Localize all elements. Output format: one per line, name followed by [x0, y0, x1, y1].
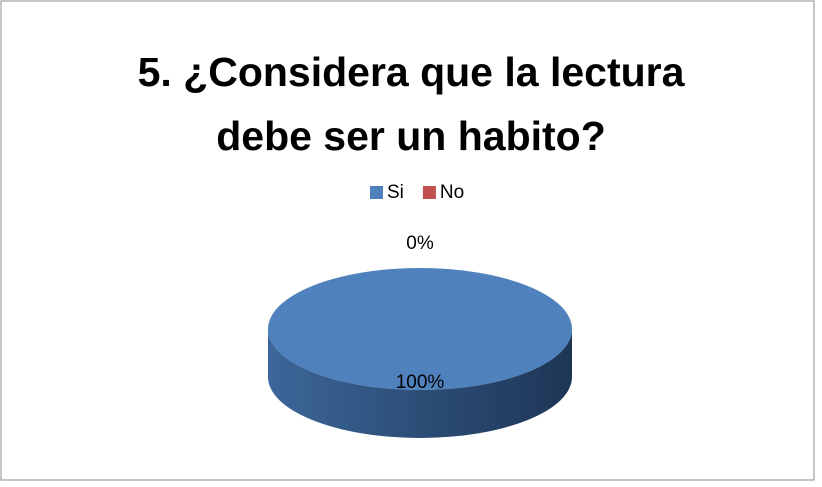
pie-slice: [268, 268, 572, 390]
legend-swatch: [370, 186, 383, 199]
data-label: 100%: [396, 372, 445, 393]
chart-title: 5. ¿Considera que la lectura debe ser un…: [137, 49, 685, 159]
data-label: 0%: [406, 233, 434, 254]
pie-side: [268, 329, 572, 438]
legend-swatch: [422, 186, 436, 199]
legend-label: Si: [387, 182, 404, 203]
legend-label: No: [440, 182, 464, 203]
